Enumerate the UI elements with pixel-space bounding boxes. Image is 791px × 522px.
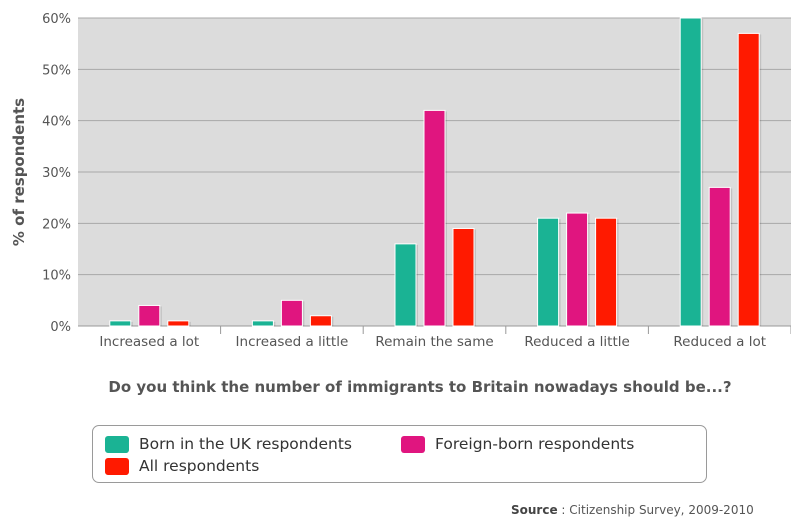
source-text: Citizenship Survey, 2009-2010	[569, 503, 754, 517]
bar[interactable]	[251, 320, 274, 327]
x-tick-label: Increased a lot	[99, 334, 199, 350]
legend-swatch	[105, 435, 129, 453]
y-tick-label: 0%	[50, 320, 71, 335]
legend-item-foreign-born[interactable]: Foreign-born respondents	[401, 435, 634, 453]
legend-label: Born in the UK respondents	[139, 435, 352, 453]
bar[interactable]	[595, 217, 618, 327]
legend-swatch	[401, 435, 425, 453]
x-tick-label: Remain the same	[375, 334, 493, 350]
x-tick-label: Reduced a little	[524, 334, 630, 350]
x-tick-label: Increased a little	[236, 334, 349, 350]
bar[interactable]	[566, 212, 589, 327]
source-label: Source	[511, 503, 558, 517]
bar[interactable]	[394, 243, 417, 327]
x-axis-title: Do you think the number of immigrants to…	[108, 378, 731, 396]
y-axis-title: % of respondents	[10, 98, 28, 246]
x-tick-label: Reduced a lot	[673, 334, 766, 350]
y-tick-label: 30%	[42, 166, 71, 181]
source-note: Source : Citizenship Survey, 2009-2010	[511, 503, 754, 517]
bar[interactable]	[167, 320, 190, 327]
legend-label: Foreign-born respondents	[435, 435, 635, 453]
y-tick-label: 50%	[42, 63, 71, 78]
legend-item-all[interactable]: All respondents	[105, 457, 259, 475]
y-tick-label: 20%	[42, 217, 71, 232]
bar[interactable]	[452, 227, 475, 327]
bar[interactable]	[708, 186, 731, 327]
bar[interactable]	[679, 17, 702, 327]
y-tick-label: 40%	[42, 115, 71, 130]
bar[interactable]	[537, 217, 560, 327]
bar[interactable]	[138, 304, 161, 327]
legend: Born in the UK respondents Foreign-born …	[92, 425, 707, 483]
y-axis-ticks: 0% 10% 20% 30% 40% 50% 60%	[42, 12, 71, 335]
legend-item-born-in-uk[interactable]: Born in the UK respondents	[105, 435, 352, 453]
bar[interactable]	[309, 315, 332, 327]
bar[interactable]	[280, 299, 303, 327]
x-axis-ticks: Increased a lot Increased a little Remain …	[99, 326, 791, 350]
bar[interactable]	[737, 32, 760, 327]
y-tick-label: 10%	[42, 269, 71, 284]
legend-swatch	[105, 457, 129, 475]
y-tick-label: 60%	[42, 12, 71, 27]
bar[interactable]	[109, 320, 132, 327]
source-separator: :	[557, 503, 570, 517]
legend-label: All respondents	[139, 457, 260, 475]
bar[interactable]	[423, 109, 446, 327]
bars	[109, 17, 762, 327]
